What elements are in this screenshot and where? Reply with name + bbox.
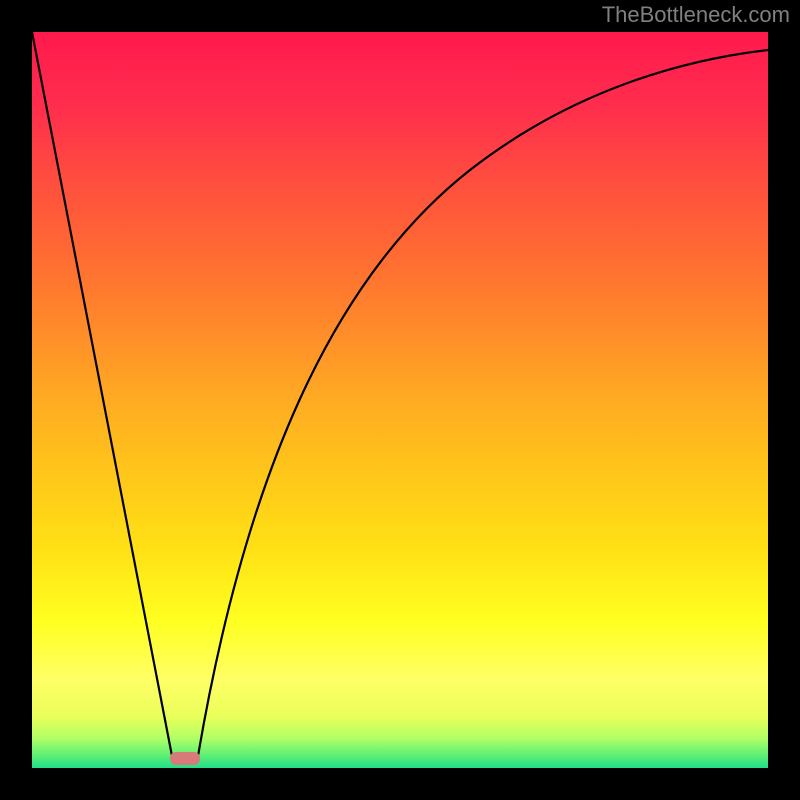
border-left <box>0 0 32 800</box>
chart-container: TheBottleneck.com <box>0 0 800 800</box>
curve-layer <box>0 0 800 800</box>
curve-left-branch <box>32 32 172 756</box>
curve-right-branch <box>198 50 768 756</box>
bottleneck-marker <box>170 752 200 765</box>
watermark-text: TheBottleneck.com <box>602 2 790 28</box>
border-bottom <box>0 768 800 800</box>
border-right <box>768 0 800 800</box>
